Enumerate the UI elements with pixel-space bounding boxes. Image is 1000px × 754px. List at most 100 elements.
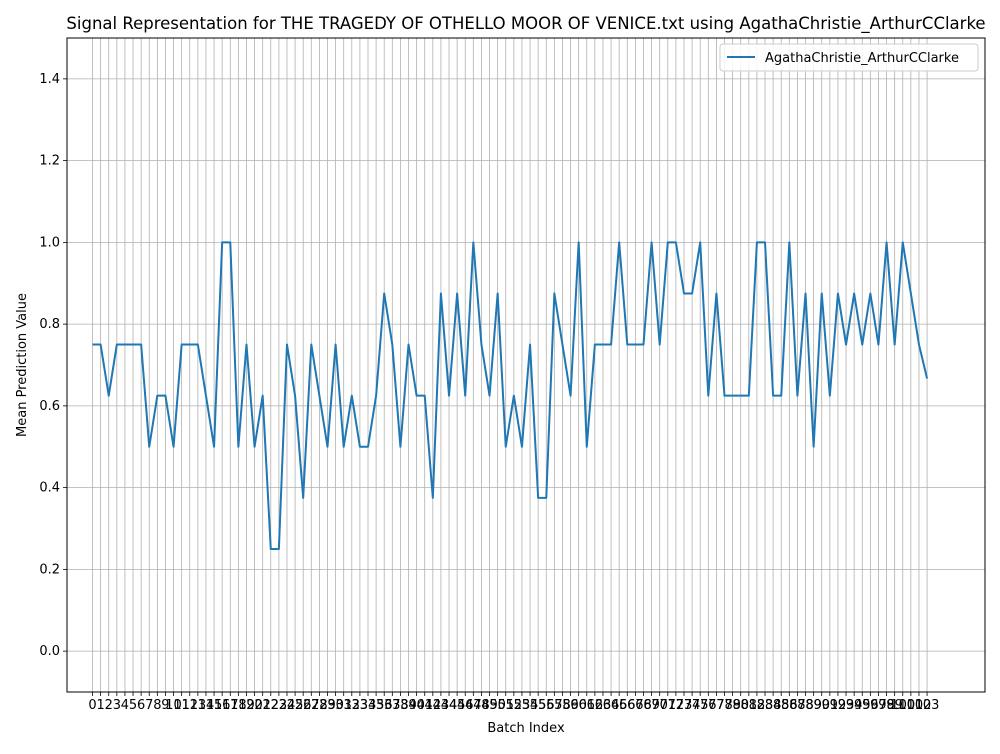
x-tick-label: 92 [830, 698, 847, 713]
x-tick-label: 11 [173, 698, 190, 713]
x-tick-label: 68 [635, 698, 652, 713]
x-tick-label: 97 [870, 698, 887, 713]
x-tick-label: 74 [684, 698, 701, 713]
x-tick-label: 64 [603, 698, 620, 713]
data-point [173, 446, 175, 448]
data-point [821, 292, 823, 294]
data-point [570, 395, 572, 397]
data-point [877, 344, 879, 346]
x-tick-label: 85 [773, 698, 790, 713]
data-point [553, 292, 555, 294]
data-point [399, 446, 401, 448]
data-point [432, 497, 434, 499]
x-tick-label: 82 [749, 698, 766, 713]
x-tick-label: 4 [121, 698, 129, 713]
data-point [610, 344, 612, 346]
data-point [545, 497, 547, 499]
x-tick-label: 56 [538, 698, 555, 713]
x-tick-label: 58 [554, 698, 571, 713]
x-tick-label: 5 [129, 698, 137, 713]
x-tick-label: 83 [757, 698, 774, 713]
x-tick-label: 54 [522, 698, 539, 713]
x-tick-label: 33 [352, 698, 369, 713]
x-tick-label: 36 [376, 698, 393, 713]
x-tick-label: 101 [898, 698, 923, 713]
x-tick-label: 35 [368, 698, 385, 713]
data-point [480, 344, 482, 346]
data-point [197, 344, 199, 346]
data-point [845, 344, 847, 346]
data-point [861, 344, 863, 346]
x-tick-label: 80 [732, 698, 749, 713]
y-tick-label: 0.2 [39, 562, 60, 577]
data-point [699, 241, 701, 243]
data-point [634, 344, 636, 346]
data-point [561, 344, 563, 346]
legend-label: AgathaChristie_ArthurCClarke [765, 51, 959, 66]
x-tick-label: 25 [287, 698, 304, 713]
data-point [626, 344, 628, 346]
data-point [837, 292, 839, 294]
data-point [602, 344, 604, 346]
data-point [780, 395, 782, 397]
x-tick-label: 16 [214, 698, 231, 713]
x-tick-label: 28 [311, 698, 328, 713]
data-point [594, 344, 596, 346]
x-tick-label: 46 [457, 698, 474, 713]
x-tick-label: 52 [506, 698, 523, 713]
data-point [262, 395, 264, 397]
x-tick-label: 103 [915, 698, 940, 713]
y-tick-label: 0.6 [39, 399, 60, 414]
x-tick-label: 62 [587, 698, 604, 713]
x-tick-label: 14 [198, 698, 215, 713]
x-tick-label: 67 [627, 698, 644, 713]
y-tick-label: 0.4 [39, 481, 60, 496]
x-tick-label: 102 [907, 698, 932, 713]
x-tick-label: 86 [781, 698, 798, 713]
x-tick-label: 0 [88, 698, 96, 713]
x-tick-label: 53 [514, 698, 531, 713]
x-tick-label: 8 [153, 698, 161, 713]
data-point [642, 344, 644, 346]
data-point [764, 241, 766, 243]
x-tick-label: 7 [145, 698, 153, 713]
data-point [691, 292, 693, 294]
x-tick-label: 91 [822, 698, 839, 713]
data-point [343, 446, 345, 448]
data-point [683, 292, 685, 294]
x-tick-label: 72 [668, 698, 685, 713]
x-tick-label: 98 [878, 698, 895, 713]
data-point [286, 344, 288, 346]
data-point [918, 344, 920, 346]
x-tick-label: 43 [433, 698, 450, 713]
x-tick-label: 6 [137, 698, 145, 713]
data-point [326, 446, 328, 448]
data-point [586, 446, 588, 448]
y-tick-label: 1.4 [39, 72, 60, 87]
x-tick-label: 61 [578, 698, 595, 713]
x-tick-label: 96 [862, 698, 879, 713]
data-point [748, 395, 750, 397]
y-tick-label: 0.0 [39, 644, 60, 659]
data-point [302, 497, 304, 499]
x-tick-label: 69 [643, 698, 660, 713]
x-tick-label: 39 [400, 698, 417, 713]
x-tick-label: 60 [570, 698, 587, 713]
x-tick-label: 75 [692, 698, 709, 713]
data-point [456, 292, 458, 294]
x-tick-label: 26 [295, 698, 312, 713]
data-point [796, 395, 798, 397]
x-tick-label: 40 [408, 698, 425, 713]
x-tick-label: 66 [619, 698, 636, 713]
data-point [416, 395, 418, 397]
data-point [853, 292, 855, 294]
chart-title: Signal Representation for THE TRAGEDY OF… [66, 14, 985, 34]
x-tick-label: 81 [741, 698, 758, 713]
plot-area-frame [66, 37, 986, 693]
x-tick-label: 65 [611, 698, 628, 713]
x-tick-label: 99 [886, 698, 903, 713]
data-point [513, 395, 515, 397]
x-tick-label: 95 [854, 698, 871, 713]
